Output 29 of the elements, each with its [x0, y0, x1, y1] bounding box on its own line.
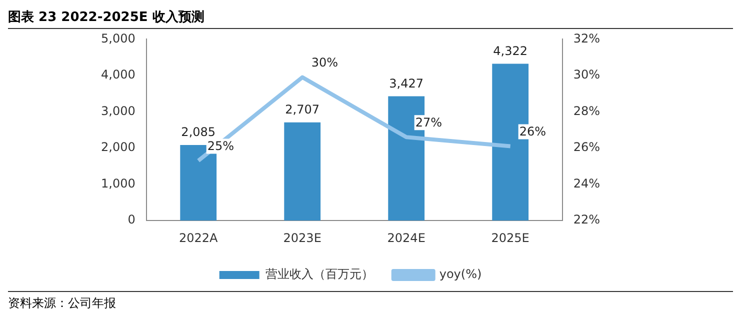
data-label: 4,322	[493, 44, 528, 58]
y2-tick-label: 32%	[573, 31, 600, 46]
chart-title: 图表 23 2022-2025E 收入预测	[8, 8, 733, 29]
data-label: 27%	[415, 115, 442, 130]
y-tick-label: 0	[128, 212, 136, 227]
bar	[284, 122, 321, 221]
data-label: 2,707	[285, 102, 320, 117]
data-label: 2,085	[181, 125, 216, 140]
y2-tick-label: 28%	[573, 104, 600, 118]
y-tick-label: 4,000	[100, 68, 136, 82]
x-tick-label: 2025E	[491, 230, 530, 245]
legend-label: 营业收入（百万元）	[265, 267, 374, 282]
legend-label: yoy(%)	[439, 267, 482, 282]
y-tick-label: 1,000	[100, 176, 136, 190]
data-label: 30%	[311, 55, 338, 70]
y-tick-label: 5,000	[100, 31, 136, 46]
y2-tick-label: 26%	[573, 140, 600, 154]
x-tick-label: 2023E	[283, 230, 322, 245]
data-label: 25%	[207, 138, 234, 153]
x-tick-label: 2024E	[387, 230, 426, 245]
y2-tick-label: 24%	[573, 176, 600, 190]
y2-tick-label: 30%	[573, 68, 600, 82]
y2-tick-label: 22%	[573, 212, 600, 227]
y-tick-label: 3,000	[100, 104, 136, 118]
y-tick-label: 2,000	[100, 140, 136, 154]
x-tick-label: 2022A	[178, 230, 219, 245]
data-label: 3,427	[389, 76, 424, 90]
text: 资料来源：公司年报	[8, 295, 117, 312]
data-label: 26%	[519, 124, 546, 138]
